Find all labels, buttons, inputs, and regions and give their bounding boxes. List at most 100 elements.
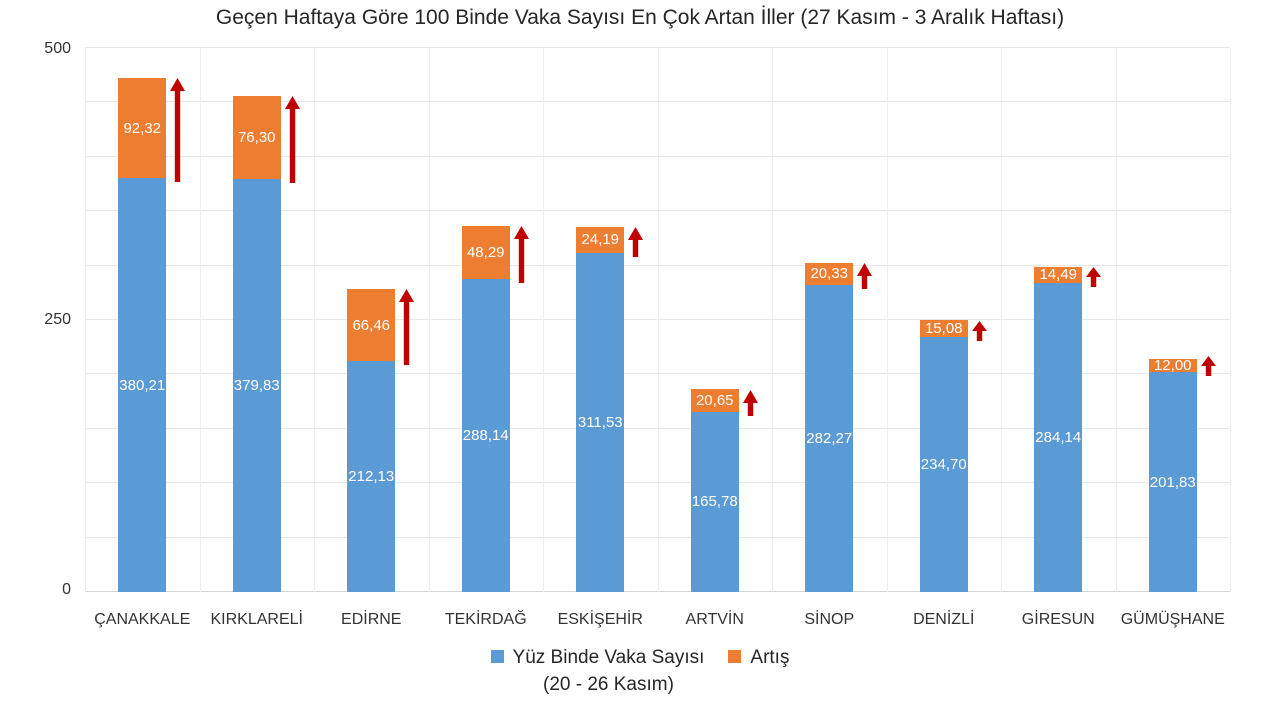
gridline-vertical [657, 48, 659, 592]
stacked-bar: 288,14 48,29 [461, 48, 510, 592]
increase-arrow-icon [284, 95, 300, 183]
gridline-vertical [772, 48, 773, 592]
bar-segment-increase: 15,08 [919, 319, 968, 337]
bar-segment-cases: 165,78 [690, 411, 739, 592]
value-label-cases: 379,83 [233, 376, 280, 394]
bar-segment-cases: 282,27 [805, 284, 854, 592]
gridline-vertical [85, 48, 86, 592]
x-axis-label: EDİRNE [341, 611, 402, 628]
bar-segment-increase: 20,65 [690, 389, 739, 412]
gridline-vertical [1115, 48, 1117, 592]
y-axis-tick-500: 500 [44, 40, 71, 57]
gridline-vertical [1001, 48, 1002, 592]
value-label-increase: 20,33 [810, 265, 849, 283]
value-label-cases: 165,78 [691, 493, 738, 511]
gridline-vertical [543, 48, 544, 592]
bar-segment-increase: 92,32 [118, 77, 167, 179]
bar-segment-cases: 311,53 [576, 253, 625, 592]
x-axis-label: KIRKLARELİ [210, 611, 303, 628]
bar-group-2: 379,83 76,30 KIRKLARELİ [200, 48, 315, 628]
value-label-increase: 15,08 [924, 319, 963, 337]
stacked-bar: 379,83 76,30 [232, 48, 281, 592]
gridline-vertical [1230, 48, 1231, 592]
value-label-cases: 282,27 [806, 429, 853, 447]
increase-arrow-icon [1200, 356, 1216, 377]
value-label-increase: 76,30 [237, 128, 276, 146]
increase-arrow-icon [628, 227, 644, 258]
legend-swatch-orange-icon [728, 650, 742, 663]
value-label-increase: 48,29 [466, 243, 505, 261]
bar-group-7: 282,27 20,33 SİNOP [772, 48, 887, 628]
bar-group-9: 284,14 14,49 GİRESUN [1001, 48, 1116, 628]
bar-segment-cases: 379,83 [232, 178, 281, 592]
bar-segment-increase: 24,19 [576, 226, 625, 254]
x-axis-label: ESKİŞEHİR [557, 611, 643, 628]
increase-arrow-icon [1086, 266, 1102, 287]
stacked-bar: 282,27 20,33 [805, 48, 854, 592]
gridline-vertical [199, 48, 201, 592]
bar-group-4: 288,14 48,29 TEKİRDAĞ [429, 48, 544, 628]
legend-item-cases: Yüz Binde Vaka Sayısı (20 - 26 Kasım) [490, 645, 705, 698]
stacked-bar: 311,53 24,19 [576, 48, 625, 592]
stacked-bar: 284,14 14,49 [1034, 48, 1083, 592]
value-label-cases: 284,14 [1035, 428, 1082, 446]
value-label-increase: 24,19 [581, 231, 620, 249]
legend-label-cases: Yüz Binde Vaka Sayısı [512, 647, 705, 668]
gridline-vertical [886, 48, 888, 592]
bar-segment-increase: 20,33 [805, 262, 854, 285]
chart-legend: Yüz Binde Vaka Sayısı (20 - 26 Kasım) Ar… [0, 645, 1280, 698]
bar-group-3: 212,13 66,46 EDİRNE [314, 48, 429, 628]
x-axis-label: ÇANAKKALE [94, 611, 191, 628]
gridline-vertical [314, 48, 315, 592]
bar-segment-cases: 380,21 [118, 178, 167, 592]
stacked-bar: 212,13 66,46 [347, 48, 396, 592]
increase-arrow-icon [857, 262, 873, 289]
bar-segment-cases: 284,14 [1034, 282, 1083, 592]
increase-arrow-icon [513, 225, 529, 283]
bar-group-1: 380,21 92,32 ÇANAKKALE [85, 48, 200, 628]
x-axis-label: GÜMÜŞHANE [1120, 611, 1225, 628]
increase-arrow-icon [399, 289, 415, 366]
bar-segment-cases: 288,14 [461, 278, 510, 592]
chart-title: Geçen Haftaya Göre 100 Binde Vaka Sayısı… [215, 6, 1065, 29]
bar-group-10: 201,83 12,00 GÜMÜŞHANE [1116, 48, 1231, 628]
stacked-bar: 234,70 15,08 [919, 48, 968, 592]
bar-segment-increase: 12,00 [1148, 357, 1197, 375]
x-axis-label: DENİZLİ [913, 611, 975, 628]
stacked-bar: 165,78 20,65 [690, 48, 739, 592]
legend-item-increase: Artış [728, 645, 789, 672]
value-label-cases: 380,21 [119, 376, 166, 394]
value-label-cases: 234,70 [920, 455, 967, 473]
value-label-cases: 201,83 [1149, 473, 1196, 491]
increase-arrow-icon [170, 78, 186, 183]
value-label-cases: 212,13 [348, 468, 395, 486]
value-label-increase: 12,00 [1153, 357, 1192, 375]
x-axis-label: TEKİRDAĞ [444, 611, 527, 628]
value-label-cases: 311,53 [577, 414, 623, 432]
stacked-bar: 380,21 92,32 [118, 48, 167, 592]
y-axis-tick-0: 0 [62, 581, 71, 598]
x-axis-label: GİRESUN [1021, 611, 1095, 628]
gridline-horizontal [85, 47, 1230, 48]
bar-segment-increase: 76,30 [232, 95, 281, 179]
legend-swatch-blue-icon [490, 650, 504, 663]
value-label-cases: 288,14 [462, 426, 509, 444]
x-axis-label: ARTVİN [685, 611, 744, 628]
plot-area: 500 250 0 380,21 92,32 ÇANAKKALE 379,83 76,3… [44, 41, 1231, 628]
value-label-increase: 66,46 [352, 316, 391, 334]
bar-segment-cases: 212,13 [347, 361, 396, 592]
legend-label-cases-period: (20 - 26 Kasım) [543, 673, 674, 695]
legend-label-increase: Artış [750, 647, 790, 668]
bar-segment-increase: 14,49 [1034, 266, 1083, 284]
bar-group-6: 165,78 20,65 ARTVİN [658, 48, 773, 628]
value-label-increase: 20,65 [695, 391, 734, 409]
stacked-bar: 201,83 12,00 [1148, 48, 1197, 592]
value-label-increase: 92,32 [123, 119, 162, 137]
bar-group-5: 311,53 24,19 ESKİŞEHİR [543, 48, 658, 628]
bar-segment-increase: 66,46 [347, 288, 396, 362]
value-label-increase: 14,49 [1039, 266, 1078, 284]
bar-segment-increase: 48,29 [461, 225, 510, 279]
bar-group-8: 234,70 15,08 DENİZLİ [887, 48, 1002, 628]
x-axis-label: SİNOP [804, 611, 855, 628]
